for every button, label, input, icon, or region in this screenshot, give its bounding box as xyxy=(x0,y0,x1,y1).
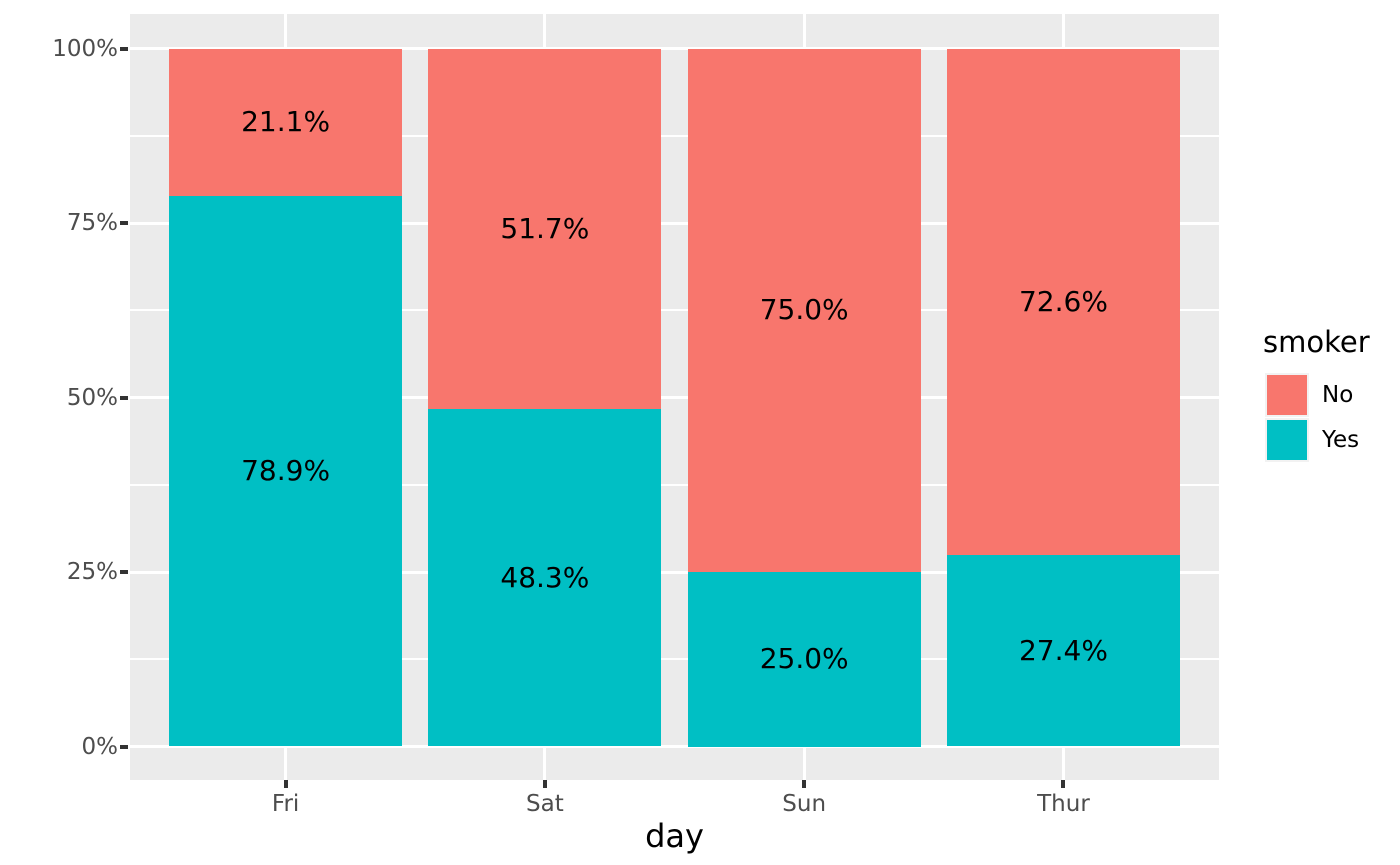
legend-title: smoker xyxy=(1263,325,1370,359)
bar-value-label: 75.0% xyxy=(759,293,849,327)
y-tick xyxy=(120,46,128,51)
bar-value-label: 48.3% xyxy=(500,560,590,594)
x-tick xyxy=(802,780,807,788)
gridline-major-h xyxy=(130,396,1219,399)
x-tick xyxy=(1061,780,1066,788)
gridline-minor-h xyxy=(130,483,1219,486)
plot-panel: 21.1% 78.9% 51.7% 48.3% 75.0% 25.0% 72.6% 27.4% xyxy=(130,14,1219,780)
y-tick-label: 0% xyxy=(81,733,119,760)
y-tick-label: 50% xyxy=(66,384,118,411)
legend-key-yes xyxy=(1265,418,1309,462)
gridline-major-h xyxy=(130,570,1219,574)
bar-value-label: 78.9% xyxy=(241,454,331,488)
gridline-minor-h xyxy=(130,309,1219,312)
gridline-major-h xyxy=(130,47,1219,50)
legend-key-no xyxy=(1265,373,1309,417)
x-tick-label: Thur xyxy=(1037,791,1090,817)
legend-label: No xyxy=(1322,382,1354,408)
x-tick-label: Fri xyxy=(271,791,300,817)
bar-value-label: 72.6% xyxy=(1018,284,1108,318)
x-axis-title: day xyxy=(645,817,704,855)
gridline-minor-h xyxy=(130,658,1219,661)
y-tick-label: 25% xyxy=(66,559,118,585)
y-tick xyxy=(120,570,128,574)
x-tick xyxy=(542,780,547,788)
bar-segment-Thur-Yes: 27.4% xyxy=(946,555,1180,747)
gridline-minor-h xyxy=(130,134,1219,137)
bar-segment-Sun-No: 75.0% xyxy=(687,48,921,572)
y-tick-label: 75% xyxy=(66,210,118,236)
bar-value-label: 51.7% xyxy=(500,211,590,245)
x-tick xyxy=(283,780,288,788)
gridline-major-h xyxy=(130,745,1219,748)
bar-segment-Sun-Yes: 25.0% xyxy=(687,572,921,747)
y-tick xyxy=(120,744,128,749)
bar-segment-Fri-Yes: 78.9% xyxy=(169,195,403,747)
bar-value-label: 27.4% xyxy=(1018,633,1108,667)
bar-segment-Thur-No: 72.6% xyxy=(946,48,1180,556)
bar-segment-Sat-Yes: 48.3% xyxy=(428,409,662,747)
bar-value-label: 21.1% xyxy=(241,105,331,139)
bar-segment-Fri-No: 21.1% xyxy=(169,48,403,196)
bar-segment-Sat-No: 51.7% xyxy=(428,48,662,410)
legend-label: Yes xyxy=(1322,427,1360,453)
gridline-major-h xyxy=(130,221,1219,225)
x-tick-label: Sat xyxy=(526,791,564,817)
bar-value-label: 25.0% xyxy=(759,642,849,676)
x-tick-label: Sun xyxy=(782,791,827,817)
y-tick xyxy=(120,221,128,225)
y-tick xyxy=(120,395,128,400)
y-tick-label: 100% xyxy=(52,35,118,62)
